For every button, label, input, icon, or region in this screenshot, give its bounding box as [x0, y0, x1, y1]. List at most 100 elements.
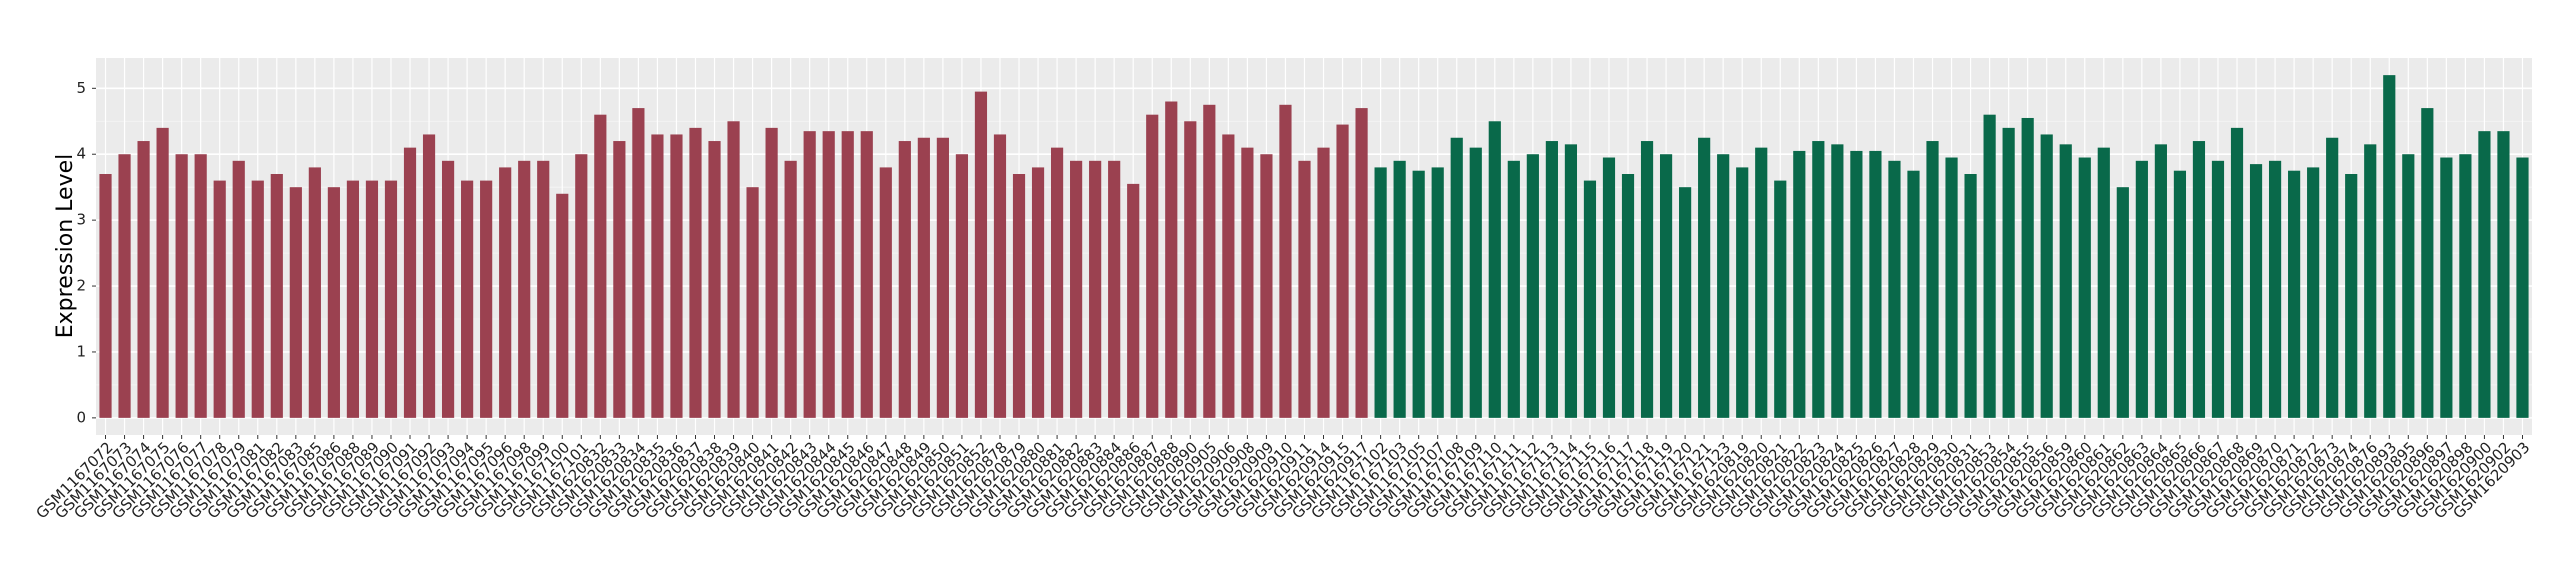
bar — [2116, 187, 2129, 418]
bar — [803, 131, 816, 418]
bar — [1564, 144, 1578, 418]
bar — [422, 134, 436, 418]
bar — [2059, 144, 2072, 418]
bar — [1203, 104, 1216, 418]
bar — [213, 180, 226, 418]
bar — [2230, 127, 2244, 418]
bar — [1679, 187, 1692, 418]
bar — [1070, 160, 1083, 418]
bar — [2097, 147, 2110, 418]
bar — [2154, 144, 2167, 418]
bar — [1621, 174, 1635, 418]
bar — [1507, 160, 1520, 418]
bar — [2288, 170, 2301, 418]
bar — [480, 180, 493, 418]
bar — [327, 187, 340, 418]
bar — [289, 187, 302, 418]
bar — [1774, 180, 1787, 418]
bar — [1184, 121, 1197, 418]
bar — [137, 141, 150, 418]
bar — [518, 160, 531, 418]
bar — [898, 141, 911, 418]
bar — [2173, 170, 2187, 418]
bar — [1336, 124, 1349, 418]
bar — [1888, 160, 1901, 418]
bar — [1108, 160, 1121, 418]
bar — [765, 127, 778, 418]
bar — [2497, 131, 2510, 418]
bar — [993, 134, 1007, 418]
bar — [232, 160, 245, 418]
bar — [1298, 160, 1311, 418]
bar — [2192, 141, 2206, 418]
bar — [2402, 154, 2415, 418]
bar — [537, 160, 550, 418]
bar — [2459, 154, 2472, 418]
bar — [2478, 131, 2491, 418]
bar — [1583, 180, 1597, 418]
bar — [2040, 134, 2053, 418]
bar — [1812, 141, 1825, 418]
y-tick-label: 5 — [76, 79, 86, 97]
bar — [1412, 170, 1425, 418]
bar — [270, 174, 283, 418]
bar — [1393, 160, 1406, 418]
bar — [1602, 157, 1616, 418]
bar — [2516, 157, 2529, 418]
bar — [746, 187, 759, 418]
bar — [575, 154, 588, 418]
bar — [1431, 167, 1444, 418]
bar — [1450, 137, 1463, 418]
bar — [1165, 101, 1178, 418]
bar — [841, 131, 854, 418]
bar — [651, 134, 664, 418]
bar — [936, 137, 949, 418]
bar — [1831, 144, 1844, 418]
bar — [2078, 157, 2091, 418]
bar — [461, 180, 474, 418]
bar — [1659, 154, 1673, 418]
bar — [1146, 114, 1159, 418]
bar — [1926, 141, 1939, 418]
bar — [822, 131, 835, 418]
bar — [1089, 160, 1102, 418]
bar — [1964, 174, 1977, 418]
bar — [708, 141, 721, 418]
bar — [99, 174, 112, 418]
bar — [1850, 150, 1863, 418]
bar — [384, 180, 398, 418]
bar — [1736, 167, 1749, 418]
bar — [118, 154, 131, 418]
bar — [175, 154, 188, 418]
y-axis-label: Expression Level — [53, 154, 78, 339]
bar — [1945, 157, 1958, 418]
bar — [1127, 183, 1140, 418]
bar — [1755, 147, 1768, 418]
bar — [1222, 134, 1235, 418]
bar — [1698, 137, 1711, 418]
bar — [2249, 164, 2263, 418]
bar — [860, 131, 873, 418]
bar — [2440, 157, 2453, 418]
bar — [1907, 170, 1920, 418]
bar — [499, 167, 512, 418]
bar — [2345, 174, 2358, 418]
bar — [613, 141, 626, 418]
y-tick-label: 3 — [76, 211, 86, 229]
bar — [403, 147, 417, 418]
bar — [365, 180, 379, 418]
bar — [1545, 141, 1558, 418]
bar — [1488, 121, 1501, 418]
bar — [194, 154, 207, 418]
bar — [1241, 147, 1254, 418]
bar — [2135, 160, 2148, 418]
bar — [689, 127, 702, 418]
bar — [1317, 147, 1330, 418]
bar — [251, 180, 264, 418]
bar — [2326, 137, 2339, 418]
bar — [2211, 160, 2225, 418]
bar — [632, 108, 645, 418]
bar — [1279, 104, 1292, 418]
bar — [2421, 108, 2434, 418]
bar — [441, 160, 455, 418]
